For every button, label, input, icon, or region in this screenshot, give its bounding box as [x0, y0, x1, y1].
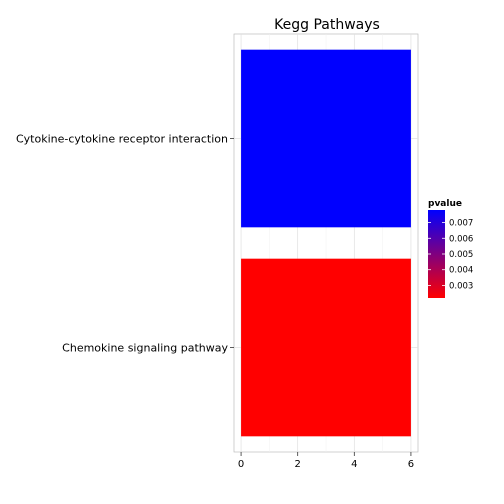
legend-label: 0.006 [449, 234, 473, 244]
chart-title: Kegg Pathways [274, 17, 380, 33]
category-axis: Chemokine signaling pathway Cytokine-cyto… [16, 133, 234, 355]
bar-1 [241, 258, 411, 437]
bar-2 [241, 49, 411, 228]
legend-label: 0.004 [449, 266, 473, 276]
legend-title: pvalue [428, 199, 462, 209]
category-label: Chemokine signaling pathway [62, 342, 228, 355]
category-label: Cytokine-cytokine receptor interaction [16, 133, 228, 146]
bars [241, 49, 411, 437]
legend-label: 0.007 [449, 219, 473, 229]
x-tick-label: 2 [295, 459, 301, 470]
x-tick-label: 4 [351, 459, 357, 470]
legend: pvalue 0.007 0.006 0.005 0.004 0.003 [428, 199, 473, 298]
x-tick-label: 6 [408, 459, 414, 470]
x-tick-label: 0 [238, 459, 244, 470]
legend-colorbar [428, 210, 445, 298]
legend-label: 0.003 [449, 281, 473, 291]
legend-label: 0.005 [449, 250, 473, 260]
x-axis: 0 2 4 6 [238, 452, 414, 470]
